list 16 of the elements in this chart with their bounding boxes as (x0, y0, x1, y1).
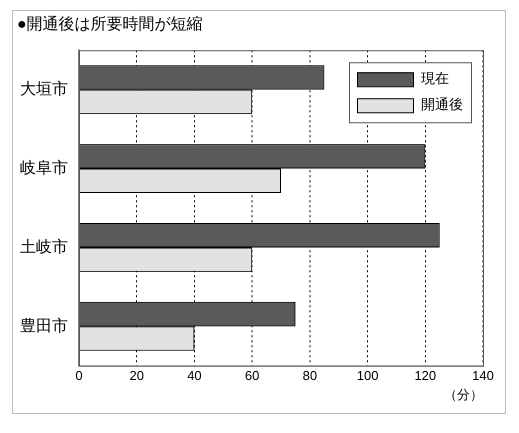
x-tick-label: 100 (356, 368, 378, 384)
y-tick-label: 豊田市 (20, 316, 68, 335)
chart-title: ●開通後は所要時間が短縮 (17, 15, 203, 34)
x-tick-label: 0 (75, 368, 83, 384)
y-tick-label: 岐阜市 (20, 158, 68, 177)
x-tick-label: 20 (129, 368, 144, 384)
y-tick-label: 土岐市 (20, 238, 68, 256)
x-tick-label: 40 (187, 368, 202, 384)
x-axis-title: （分） (444, 386, 483, 402)
x-tick-label: 120 (414, 368, 436, 384)
x-tick-label: 140 (472, 368, 494, 384)
x-tick-label: 80 (302, 368, 318, 384)
legend-label: 開通後 (421, 96, 463, 113)
legend-label: 現在 (421, 70, 449, 87)
x-tick-label: 60 (244, 368, 260, 384)
y-tick-label: 大垣市 (20, 80, 68, 98)
